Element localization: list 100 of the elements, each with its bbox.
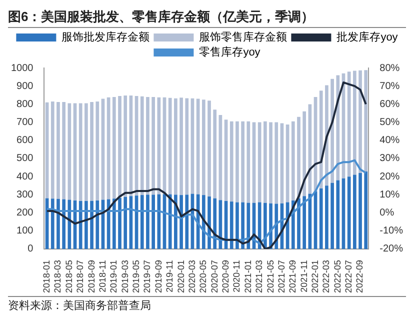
bar bbox=[124, 96, 128, 197]
bar bbox=[291, 121, 295, 200]
bar bbox=[174, 98, 178, 195]
bar bbox=[319, 188, 323, 249]
bar bbox=[302, 196, 306, 249]
y2-tick-label: -20% bbox=[380, 244, 404, 255]
bar bbox=[264, 121, 267, 203]
bar bbox=[180, 98, 183, 196]
x-tick-label: 2022-01 bbox=[310, 260, 320, 293]
x-tick-label: 2020-03 bbox=[186, 260, 197, 293]
bar bbox=[297, 116, 300, 198]
bar bbox=[208, 196, 211, 249]
bar bbox=[157, 97, 161, 194]
bar bbox=[157, 194, 161, 249]
bar bbox=[330, 78, 334, 183]
x-tick-label: 2021-03 bbox=[254, 260, 264, 293]
bar bbox=[236, 121, 239, 202]
bar bbox=[358, 70, 362, 173]
y-tick-label: 300 bbox=[16, 189, 34, 200]
bar bbox=[185, 98, 189, 195]
bar bbox=[56, 102, 60, 199]
y-tick-label: 800 bbox=[16, 98, 34, 110]
bar bbox=[213, 110, 217, 198]
bar bbox=[364, 172, 368, 249]
bar bbox=[347, 72, 351, 177]
y2-tick-label: 0% bbox=[380, 208, 394, 219]
bar bbox=[124, 196, 128, 249]
y2-tick-label: 20% bbox=[380, 171, 400, 182]
bar bbox=[325, 186, 328, 249]
x-tick-label: 2022-09 bbox=[354, 260, 365, 293]
x-tick-label: 2019-01 bbox=[108, 260, 119, 293]
bar bbox=[84, 201, 88, 249]
bar bbox=[68, 103, 72, 200]
bar bbox=[352, 174, 356, 249]
y-tick-label: 100 bbox=[16, 226, 34, 237]
bar bbox=[208, 100, 211, 196]
y2-tick-label: 30% bbox=[380, 153, 400, 164]
bar bbox=[297, 198, 300, 249]
y-tick-label: 200 bbox=[16, 208, 34, 219]
bar bbox=[330, 182, 334, 249]
bar bbox=[213, 198, 217, 249]
bar bbox=[236, 202, 239, 249]
x-tick-label: 2020-09 bbox=[220, 260, 231, 293]
bar bbox=[62, 102, 66, 200]
bar bbox=[358, 172, 362, 249]
legend-label: 零售库存yoy bbox=[199, 46, 261, 59]
bar bbox=[50, 101, 54, 199]
x-tick-label: 2019-09 bbox=[153, 260, 164, 293]
bar bbox=[90, 102, 94, 201]
bar bbox=[347, 176, 351, 249]
x-tick-label: 2022-05 bbox=[332, 260, 342, 293]
y2-tick-label: -10% bbox=[380, 226, 404, 237]
bar bbox=[112, 96, 116, 199]
bar bbox=[246, 121, 250, 203]
bar bbox=[185, 194, 189, 249]
bar bbox=[286, 124, 290, 202]
y-tick-label: 700 bbox=[16, 117, 34, 128]
bar bbox=[118, 96, 122, 198]
legend-label: 服饰零售库存金额 bbox=[199, 30, 288, 44]
y-tick-label: 900 bbox=[16, 80, 34, 92]
x-tick-label: 2018-01 bbox=[42, 260, 52, 293]
y2-tick-label: 10% bbox=[380, 189, 400, 200]
x-tick-label: 2021-01 bbox=[242, 260, 253, 293]
y-tick-label: 0 bbox=[28, 244, 34, 255]
bar bbox=[118, 198, 122, 249]
bar bbox=[140, 96, 144, 196]
chart-title: 图6：美国服装批发、零售库存金额（亿美元，季调） bbox=[8, 8, 406, 28]
bar bbox=[241, 121, 244, 202]
bar bbox=[140, 195, 144, 249]
x-tick-label: 2022-03 bbox=[321, 260, 332, 293]
bar bbox=[152, 194, 155, 249]
x-tick-label: 2019-03 bbox=[120, 260, 130, 293]
bar bbox=[56, 198, 60, 249]
x-tick-label: 2020-11 bbox=[232, 260, 242, 292]
bar bbox=[84, 103, 88, 202]
bar bbox=[302, 111, 306, 196]
bar bbox=[308, 194, 312, 249]
legend-label: 批发库存yoy bbox=[336, 30, 398, 44]
bar bbox=[146, 96, 150, 195]
bar bbox=[190, 98, 194, 194]
bar bbox=[336, 75, 340, 180]
x-tick-label: 2021-09 bbox=[288, 260, 298, 293]
bar bbox=[241, 202, 244, 249]
x-tick-label: 2018-09 bbox=[86, 260, 96, 293]
x-tick-label: 2021-11 bbox=[298, 260, 309, 292]
bar bbox=[308, 104, 312, 194]
bar bbox=[50, 198, 54, 249]
bar bbox=[168, 98, 172, 194]
bar bbox=[62, 199, 66, 249]
legend-label: 服饰批发库存金额 bbox=[62, 30, 150, 44]
bar bbox=[168, 194, 172, 249]
y-tick-label: 600 bbox=[16, 135, 34, 146]
bar bbox=[146, 194, 150, 249]
x-tick-label: 2019-05 bbox=[131, 260, 142, 293]
x-tick-label: 2020-01 bbox=[176, 260, 186, 293]
y2-tick-label: 70% bbox=[380, 80, 400, 92]
bar bbox=[202, 100, 206, 196]
bar bbox=[246, 202, 250, 249]
bar bbox=[96, 101, 100, 200]
bar bbox=[78, 103, 82, 202]
